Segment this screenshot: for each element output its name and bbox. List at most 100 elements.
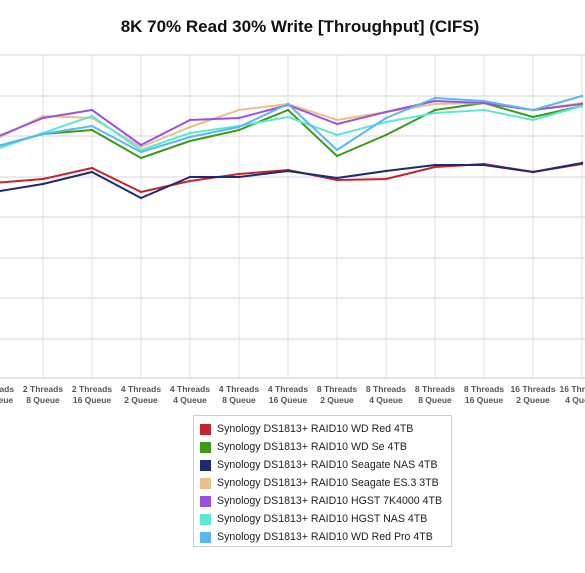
data-point (188, 179, 192, 183)
x-tick-label: 4 Queue (173, 395, 207, 405)
data-point (531, 118, 535, 122)
legend-swatch (200, 459, 211, 471)
data-point (41, 132, 45, 136)
x-tick-label: 16 Threads (560, 384, 585, 394)
data-point (237, 128, 241, 132)
legend-item: Synology DS1813+ RAID10 WD Red Pro 4TB (200, 528, 451, 546)
data-point (482, 101, 486, 105)
data-point (188, 131, 192, 135)
data-point (482, 99, 486, 103)
data-point (482, 108, 486, 112)
x-tick-label: 8 Threads (464, 384, 504, 394)
data-point (433, 165, 437, 169)
data-point (237, 125, 241, 129)
data-point (580, 102, 584, 106)
x-tick-label: 4 Queue (369, 395, 403, 405)
data-point (41, 114, 45, 118)
x-tick-label: 2 Queue (124, 395, 158, 405)
legend-label: Synology DS1813+ RAID10 Seagate NAS 4TB (217, 459, 438, 471)
legend-item: Synology DS1813+ RAID10 Seagate NAS 4TB (200, 456, 451, 474)
data-point (482, 163, 486, 167)
data-point (286, 102, 290, 106)
data-point (531, 108, 535, 112)
data-point (41, 116, 45, 120)
x-tick-label: 8 Queue (418, 395, 452, 405)
data-point (41, 182, 45, 186)
data-point (531, 115, 535, 119)
data-point (90, 114, 94, 118)
data-point (335, 178, 339, 182)
data-point (188, 125, 192, 129)
legend-swatch (200, 441, 211, 453)
x-tick-label: 4 Threads (268, 384, 308, 394)
data-point (90, 108, 94, 112)
x-tick-label: 16 Queue (73, 395, 112, 405)
x-tick-label: 8 Threads (415, 384, 455, 394)
x-tick-label: 2 Threads (23, 384, 63, 394)
data-point (335, 176, 339, 180)
x-tick-label: 16 Queue (269, 395, 308, 405)
data-point (433, 108, 437, 112)
data-point (580, 161, 584, 165)
data-point (384, 133, 388, 137)
data-point (286, 169, 290, 173)
legend-label: Synology DS1813+ RAID10 Seagate ES.3 3TB (217, 477, 439, 489)
legend-item: Synology DS1813+ RAID10 WD Red 4TB (200, 420, 451, 438)
data-point (188, 175, 192, 179)
data-point (433, 102, 437, 106)
data-point (139, 196, 143, 200)
chart-legend: Synology DS1813+ RAID10 WD Red 4TB Synolo… (193, 415, 452, 547)
x-tick-label: 4 Threads (121, 384, 161, 394)
data-point (433, 111, 437, 115)
x-tick-label: 8 Queue (222, 395, 256, 405)
data-point (580, 94, 584, 98)
legend-swatch (200, 531, 211, 543)
data-point (139, 143, 143, 147)
data-point (335, 122, 339, 126)
data-point (90, 170, 94, 174)
series-line-4 (0, 102, 583, 148)
data-point (384, 110, 388, 114)
legend-item: Synology DS1813+ RAID10 HGST 7K4000 4TB (200, 492, 451, 510)
data-point (188, 118, 192, 122)
data-point (139, 150, 143, 154)
data-point (335, 148, 339, 152)
legend-label: Synology DS1813+ RAID10 WD Red Pro 4TB (217, 531, 433, 543)
data-point (433, 99, 437, 103)
x-tick-label: 4 Threads (170, 384, 210, 394)
data-point (286, 108, 290, 112)
legend-label: Synology DS1813+ RAID10 HGST 7K4000 4TB (217, 495, 443, 507)
x-tick-label: 4 Queue (565, 395, 585, 405)
data-point (139, 145, 143, 149)
data-point (188, 139, 192, 143)
data-point (335, 154, 339, 158)
data-point (433, 163, 437, 167)
data-point (90, 166, 94, 170)
data-point (90, 124, 94, 128)
data-point (139, 190, 143, 194)
data-point (531, 170, 535, 174)
data-point (384, 120, 388, 124)
legend-item: Synology DS1813+ RAID10 HGST NAS 4TB (200, 510, 451, 528)
data-point (580, 104, 584, 108)
chart-title: 8K 70% Read 30% Write [Throughput] (CIFS… (120, 17, 480, 36)
data-point (237, 175, 241, 179)
legend-item: Synology DS1813+ RAID10 Seagate ES.3 3TB (200, 474, 451, 492)
data-point (41, 177, 45, 181)
series-line-1 (0, 163, 583, 193)
data-point (90, 128, 94, 132)
data-point (384, 116, 388, 120)
x-tick-label: 1 Threads (0, 384, 14, 394)
data-point (188, 135, 192, 139)
legend-label: Synology DS1813+ RAID10 WD Se 4TB (217, 441, 407, 453)
x-tick-label: 8 Threads (366, 384, 406, 394)
x-tick-label: 8 Queue (26, 395, 60, 405)
x-tick-label: 4 Threads (219, 384, 259, 394)
x-tick-label: 16 Queue (0, 395, 13, 405)
legend-swatch (200, 423, 211, 435)
data-point (335, 133, 339, 137)
x-tick-label: 8 Threads (317, 384, 357, 394)
data-point (286, 115, 290, 119)
data-point (237, 172, 241, 176)
